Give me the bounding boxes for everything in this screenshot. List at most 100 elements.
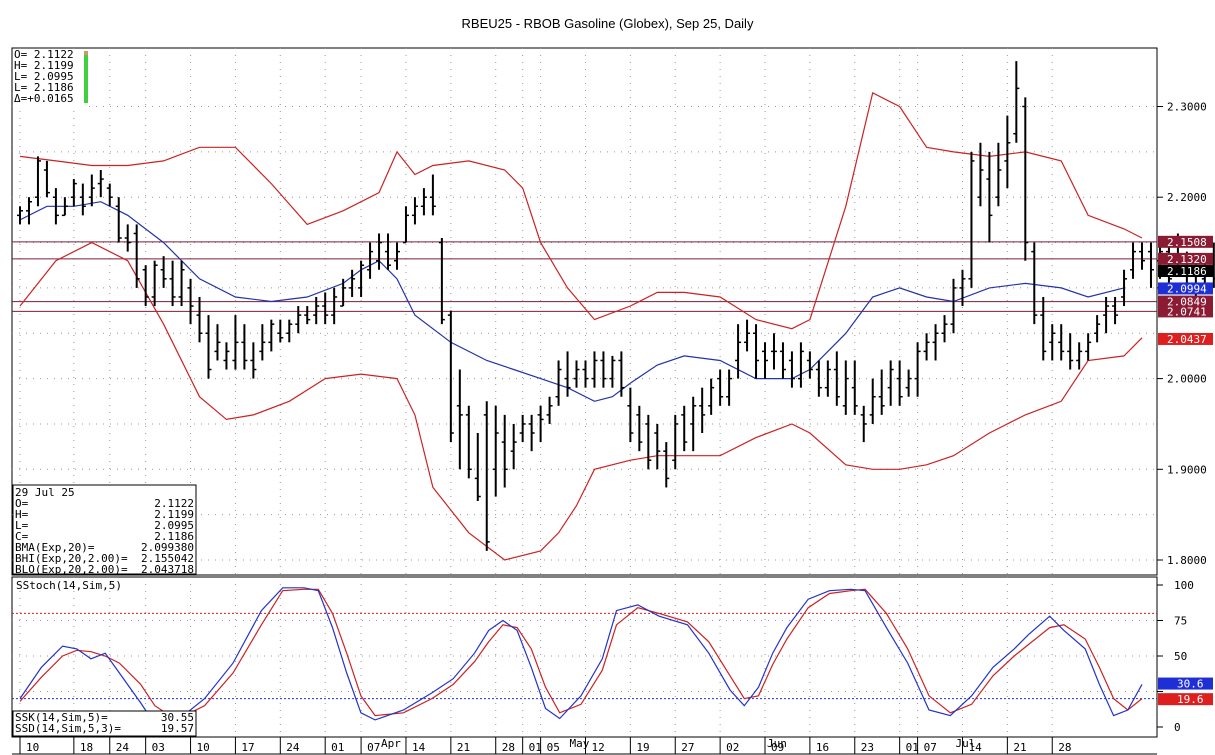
ohlc-bar: [1121, 269, 1128, 307]
ohlc-bar: [618, 351, 625, 397]
price-label-text: 2.0741: [1167, 305, 1207, 318]
ohlc-bar: [241, 324, 248, 370]
time-tick-label: 10: [26, 741, 39, 754]
ohlc-bar: [70, 179, 77, 207]
stoch-ssd-line: [19, 588, 1143, 721]
ohlc-bar: [1112, 296, 1119, 325]
ohlc-bar: [564, 351, 571, 397]
price-label-box: [1158, 252, 1213, 265]
ohlc-bar: [411, 197, 418, 225]
ohlc-bar: [1058, 324, 1065, 361]
ohlc-bar: [187, 278, 194, 325]
ohlc-bar: [905, 369, 912, 397]
ohlc-bar: [61, 197, 68, 217]
ohlc-bar: [510, 423, 517, 470]
stoch-tick-label: 75: [1174, 615, 1187, 628]
data-window-key: BMA(Exp,20)=: [15, 541, 95, 554]
ohlc-bar: [968, 151, 975, 288]
ohlc-bar: [367, 242, 374, 279]
price-tick-label: 1.8000: [1167, 554, 1207, 567]
info-box-bg: [13, 49, 85, 107]
ohlc-bar: [582, 360, 589, 388]
time-tick-label: 09: [771, 741, 784, 754]
ohlc-bar: [1147, 242, 1154, 288]
ohlc-bar: [995, 142, 1002, 207]
time-tick-label: 07: [367, 741, 380, 754]
ohlc-bar: [654, 423, 661, 470]
time-tick-label: 18: [80, 741, 93, 754]
ohlc-bar: [986, 151, 993, 243]
ohlc-bar: [546, 396, 553, 424]
stoch-ssk-line: [19, 587, 1143, 725]
ohlc-bar: [941, 315, 948, 343]
info-box-line: L= 2.1186: [14, 81, 74, 94]
ohlc-bar: [205, 315, 212, 379]
ohlc-bars: [17, 61, 1215, 551]
price-label-box: [1158, 282, 1213, 295]
info-box-green-bar: [84, 55, 88, 103]
ohlc-bar: [690, 396, 697, 452]
ohlc-bar: [636, 405, 643, 452]
ohlc-bar: [555, 360, 562, 406]
ohlc-bar: [268, 319, 275, 352]
data-window-key: C=: [15, 530, 29, 543]
stoch-label-text: 19.6: [1177, 693, 1204, 706]
ohlc-bar: [923, 333, 930, 361]
ohlc-bar: [950, 278, 957, 334]
time-tick-label: 24: [116, 741, 130, 754]
ohlc-bar: [797, 342, 804, 388]
time-tick-label: 12: [591, 741, 604, 754]
data-window-key: L=: [15, 519, 29, 532]
data-window-frame: [12, 484, 197, 575]
price-label-text: 2.0849: [1167, 296, 1207, 309]
time-tick-label: 07: [924, 741, 937, 754]
stoch-title: SStoch(14,Sim,5): [16, 579, 122, 592]
ohlc-bar: [447, 310, 454, 443]
time-tick-label: 21: [457, 741, 470, 754]
time-tick-label: 01: [331, 741, 344, 754]
time-tick-label: 21: [1013, 741, 1026, 754]
info-box-marker: [84, 51, 88, 55]
stoch-label-text: 30.6: [1177, 678, 1204, 691]
ohlc-bar: [770, 333, 777, 370]
bollinger-lower-band: [19, 241, 1143, 561]
price-label-box: [1158, 295, 1213, 308]
ohlc-bar: [600, 351, 607, 388]
ohlc-bar: [97, 169, 104, 198]
time-tick-label: 28: [502, 741, 515, 754]
time-tick-label: 05: [547, 741, 560, 754]
ohlc-bar: [860, 405, 867, 443]
data-window-value: 2.1199: [154, 508, 194, 521]
data-window-value: 2.043718: [141, 563, 194, 576]
stoch-window-frame: [12, 710, 197, 737]
ohlc-bar: [17, 206, 23, 225]
ohlc-bar: [52, 188, 59, 225]
ohlc-bar: [573, 360, 580, 388]
ohlc-bar: [429, 174, 436, 216]
ohlc-bar: [151, 260, 158, 307]
ohlc-bar: [1085, 333, 1092, 361]
time-tick-label: 24: [286, 741, 300, 754]
info-box-line: L= 2.0995: [14, 70, 74, 83]
ohlc-bar: [851, 360, 858, 415]
ohlc-bar: [313, 296, 320, 325]
ohlc-bar: [322, 292, 329, 325]
ohlc-bar: [1076, 342, 1083, 370]
stoch-tick-label: 50: [1174, 650, 1187, 663]
stoch-window-value: 19.57: [161, 722, 194, 735]
ohlc-bar: [420, 188, 427, 216]
time-tick-label: 01: [529, 741, 542, 754]
price-label-box: [1158, 332, 1213, 345]
price-tick-label: 2.3000: [1167, 101, 1207, 114]
ohlc-bar: [788, 351, 795, 388]
price-label-box: [1158, 305, 1213, 318]
time-tick-label: 02: [726, 741, 739, 754]
time-tick-label: 10: [197, 741, 210, 754]
ohlc-bar: [896, 360, 903, 406]
ohlc-bar: [519, 414, 526, 443]
ohlc-bar: [1013, 61, 1020, 143]
ohlc-bar: [223, 342, 230, 370]
data-window-value: 2.1186: [154, 530, 194, 543]
ohlc-bar: [627, 387, 634, 443]
ohlc-bar: [79, 183, 86, 216]
